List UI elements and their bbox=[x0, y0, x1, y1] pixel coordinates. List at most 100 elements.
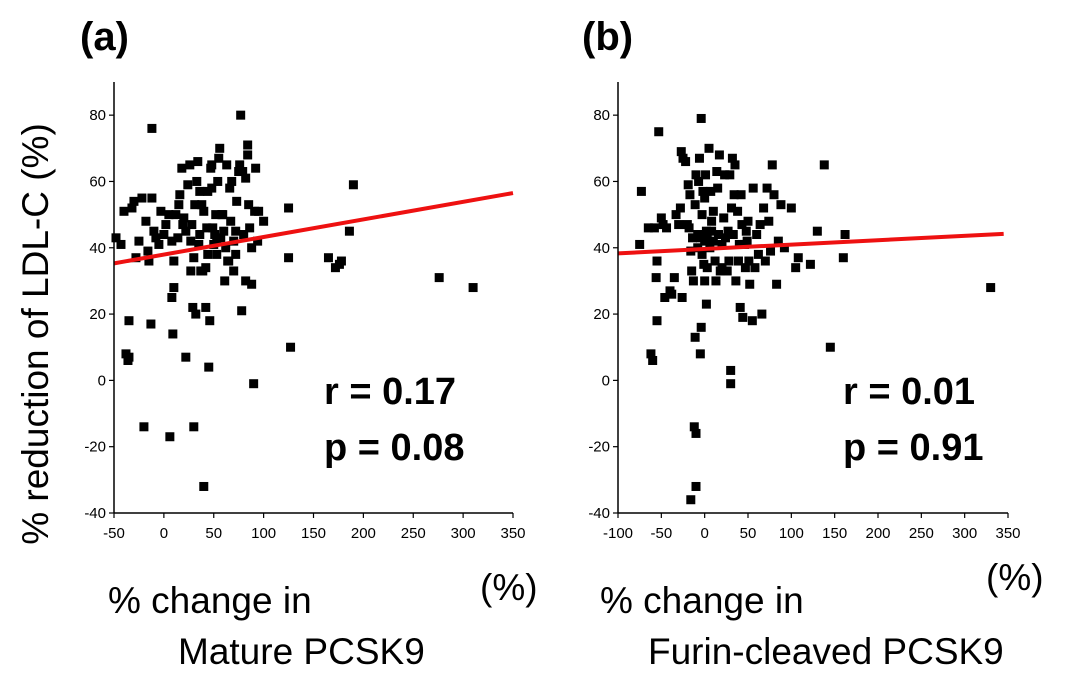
data-point bbox=[776, 200, 786, 210]
data-point bbox=[753, 249, 763, 259]
data-point bbox=[204, 362, 214, 372]
data-point bbox=[727, 203, 737, 213]
data-point bbox=[224, 256, 234, 266]
data-point bbox=[686, 495, 696, 505]
y-tick-label: 40 bbox=[593, 240, 610, 257]
panel-a-regression-line bbox=[113, 191, 514, 266]
data-point bbox=[737, 220, 747, 230]
data-point bbox=[214, 153, 224, 163]
data-point bbox=[195, 186, 205, 196]
data-point bbox=[674, 220, 684, 230]
data-point bbox=[677, 293, 687, 302]
data-point bbox=[211, 210, 221, 220]
panel-b-p-value: p = 0.91 bbox=[843, 427, 983, 469]
data-point bbox=[662, 223, 672, 233]
data-point bbox=[468, 283, 478, 293]
data-point bbox=[759, 203, 769, 213]
data-point bbox=[731, 276, 741, 286]
panel-a-xlabel-line1: % change in bbox=[108, 580, 312, 621]
data-point bbox=[819, 160, 829, 170]
data-point bbox=[722, 266, 732, 276]
data-point bbox=[726, 365, 736, 375]
x-tick-label: 0 bbox=[160, 525, 168, 542]
data-point bbox=[772, 279, 782, 289]
data-point bbox=[159, 230, 169, 240]
y-tick-label: 0 bbox=[98, 372, 106, 389]
data-point bbox=[748, 183, 758, 193]
y-tick-label: 0 bbox=[602, 372, 610, 389]
data-point bbox=[149, 226, 159, 236]
panel-b-plot: -40 -20 0 20 40 60 80 -100 -50 0 50 100 150 200 250 300… bbox=[588, 82, 1021, 542]
data-point bbox=[146, 319, 156, 329]
data-point bbox=[212, 249, 222, 259]
data-point bbox=[727, 153, 737, 163]
data-point bbox=[173, 233, 183, 243]
data-point bbox=[687, 266, 697, 276]
panel-b-label: (b) bbox=[582, 15, 633, 59]
data-point bbox=[236, 110, 246, 120]
data-point bbox=[201, 302, 211, 312]
data-point bbox=[241, 173, 251, 183]
data-point bbox=[786, 203, 796, 213]
x-tick-label: -100 bbox=[603, 525, 633, 542]
data-point bbox=[231, 249, 241, 259]
data-point bbox=[752, 230, 762, 240]
data-point bbox=[652, 256, 662, 266]
y-tick-label: 60 bbox=[593, 173, 610, 190]
data-point bbox=[245, 223, 255, 233]
panel-a-p-value: p = 0.08 bbox=[324, 427, 464, 469]
data-point bbox=[169, 256, 179, 266]
data-point bbox=[676, 147, 686, 157]
data-point bbox=[691, 481, 701, 491]
panel-a-xlabel-line2: Mature PCSK9 bbox=[178, 631, 425, 672]
data-point bbox=[243, 150, 253, 160]
data-point bbox=[249, 379, 259, 389]
data-point bbox=[259, 216, 269, 226]
data-point bbox=[740, 263, 750, 273]
data-point bbox=[195, 230, 205, 240]
data-point bbox=[164, 210, 174, 220]
data-point bbox=[733, 206, 743, 216]
data-point bbox=[189, 253, 199, 263]
data-point bbox=[183, 180, 193, 190]
data-point bbox=[116, 239, 126, 249]
data-point bbox=[244, 200, 254, 210]
data-point bbox=[124, 316, 134, 326]
panel-b-x-unit: (%) bbox=[986, 557, 1044, 598]
y-tick-label: 20 bbox=[89, 306, 106, 323]
data-point bbox=[744, 256, 754, 266]
x-tick-label: 50 bbox=[205, 525, 222, 542]
data-point bbox=[838, 253, 848, 263]
data-point bbox=[733, 256, 743, 266]
data-point bbox=[127, 203, 137, 213]
data-point bbox=[197, 200, 207, 210]
data-point bbox=[667, 289, 677, 299]
data-point bbox=[651, 273, 661, 283]
data-point bbox=[764, 216, 774, 226]
data-point bbox=[181, 352, 191, 362]
data-point bbox=[712, 167, 722, 177]
y-axis-label: % reduction of LDL-C (%) bbox=[15, 123, 56, 545]
data-point bbox=[728, 230, 738, 240]
data-point bbox=[226, 216, 236, 226]
data-point bbox=[702, 263, 712, 273]
data-point bbox=[779, 243, 789, 253]
data-point bbox=[129, 196, 139, 206]
data-point bbox=[762, 183, 772, 193]
x-tick-label: -50 bbox=[103, 525, 125, 542]
data-point bbox=[253, 236, 263, 246]
data-point bbox=[697, 249, 707, 259]
data-point bbox=[684, 223, 694, 233]
x-tick-label: 200 bbox=[351, 525, 376, 542]
x-tick-label: 350 bbox=[500, 525, 525, 542]
data-point bbox=[185, 160, 195, 170]
data-point bbox=[691, 428, 701, 438]
data-point bbox=[215, 143, 225, 153]
panel-b: (b) -40 -20 0 20 40 60 80 -100 -50 0 50 100 150 200 25… bbox=[582, 15, 1044, 672]
data-point bbox=[767, 160, 777, 170]
data-point bbox=[735, 302, 745, 312]
data-point bbox=[216, 233, 226, 243]
data-point bbox=[694, 176, 704, 186]
data-point bbox=[757, 309, 767, 319]
data-point bbox=[168, 329, 178, 339]
